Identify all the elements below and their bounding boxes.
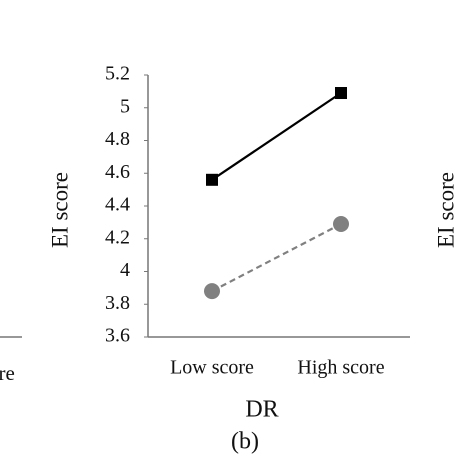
caption: (b) [231, 429, 259, 455]
y-axis-label: EI score [47, 172, 72, 248]
y-tick-label: 4.6 [105, 161, 130, 183]
x-axis-label: DR [245, 397, 278, 423]
marker [206, 173, 218, 186]
neighbor-tick-label: ore [0, 361, 15, 385]
x-tick-label: Low score [170, 357, 254, 379]
x-tick-label: High score [297, 357, 384, 379]
y-tick-label: 5.2 [105, 63, 130, 85]
marker [335, 87, 347, 100]
neighbor-y-label: EI score [433, 172, 458, 248]
y-tick-label: 3.8 [105, 292, 130, 314]
marker [333, 216, 349, 233]
y-tick-label: 4 [120, 259, 130, 281]
marker [204, 283, 220, 300]
series-line [211, 92, 342, 181]
y-tick-label: 3.6 [105, 325, 130, 347]
series-line [211, 223, 342, 293]
y-tick-label: 4.2 [105, 226, 130, 248]
y-tick-label: 4.8 [105, 128, 130, 150]
y-tick-label: 4.4 [105, 194, 130, 216]
y-tick-label: 5 [120, 95, 130, 117]
